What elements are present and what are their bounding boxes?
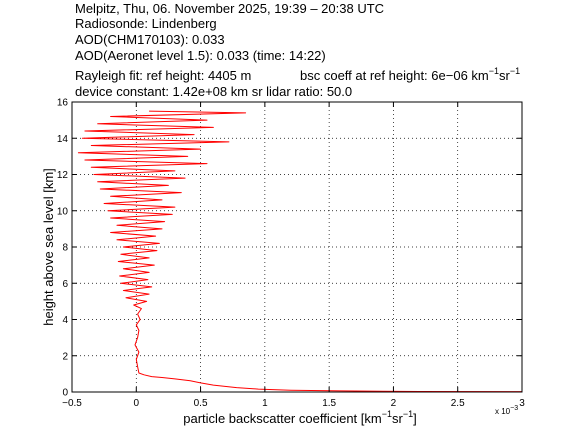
x-axis-label-suffix: ]: [413, 411, 417, 426]
y-tick-label: 12: [57, 170, 69, 181]
x-axis-label-exp1: −1: [382, 409, 392, 419]
y-tick-label: 10: [57, 206, 69, 217]
x-axis-label-mid: sr: [392, 411, 404, 426]
header-radiosonde: Radiosonde: Lindenberg: [75, 16, 217, 31]
header-bsc-mid: sr: [499, 68, 511, 83]
x-axis-multiplier-base: x 10: [495, 407, 511, 416]
header-title: Melpitz, Thu, 06. November 2025, 19:39 –…: [75, 1, 384, 16]
header-rayleigh-fit: Rayleigh fit: ref height: 4405 m: [75, 68, 251, 83]
x-tick-label: 2: [391, 398, 397, 409]
x-tick-label: 1.5: [322, 398, 336, 409]
y-tick-label: 2: [62, 351, 68, 362]
y-tick-label: 4: [62, 315, 68, 326]
header-bsc-coeff: bsc coeff at ref height: 6e−06 km−1sr−1: [300, 66, 520, 83]
y-tick-label: 6: [62, 279, 68, 290]
x-tick-label: 0: [134, 398, 140, 409]
x-tick-label: 0.5: [194, 398, 208, 409]
y-axis-ticks: 0 2 4 6 8 10 12 14 16: [57, 98, 522, 399]
x-axis-ticks: −0.5 0 0.5 1 1.5 2 2.5 3: [62, 102, 525, 409]
grid: [72, 102, 522, 392]
x-tick-label: 3: [519, 398, 525, 409]
data-series: [77, 110, 523, 393]
header-bsc-exp1: −1: [489, 66, 499, 76]
x-tick-label: 2.5: [451, 398, 465, 409]
x-tick-label: 1: [262, 398, 268, 409]
x-tick-label: −0.5: [62, 398, 82, 409]
header-device-constant: device constant: 1.42e+08 km sr lidar ra…: [75, 84, 352, 99]
header-aod-chm: AOD(CHM170103): 0.033: [75, 32, 225, 47]
x-axis-multiplier-exp: −3: [510, 405, 518, 412]
header-aod-aeronet: AOD(Aeronet level 1.5): 0.033 (time: 14:…: [75, 48, 326, 63]
x-axis-label-exp2: −1: [403, 409, 413, 419]
x-axis-label: particle backscatter coefficient [km−1sr…: [183, 409, 416, 426]
y-tick-label: 14: [57, 134, 69, 145]
figure-header: Melpitz, Thu, 06. November 2025, 19:39 –…: [75, 1, 520, 99]
y-tick-label: 0: [62, 388, 68, 399]
backscatter-profile-line: [77, 110, 523, 393]
y-tick-label: 8: [62, 243, 68, 254]
x-axis-multiplier: x 10−3: [495, 405, 518, 416]
header-bsc-prefix: bsc coeff at ref height: 6e−06 km: [300, 68, 489, 83]
header-bsc-exp2: −1: [510, 66, 520, 76]
y-tick-label: 16: [57, 98, 69, 109]
x-axis-label-prefix: particle backscatter coefficient [km: [183, 411, 381, 426]
y-axis-label: height above sea level [km]: [41, 168, 56, 326]
